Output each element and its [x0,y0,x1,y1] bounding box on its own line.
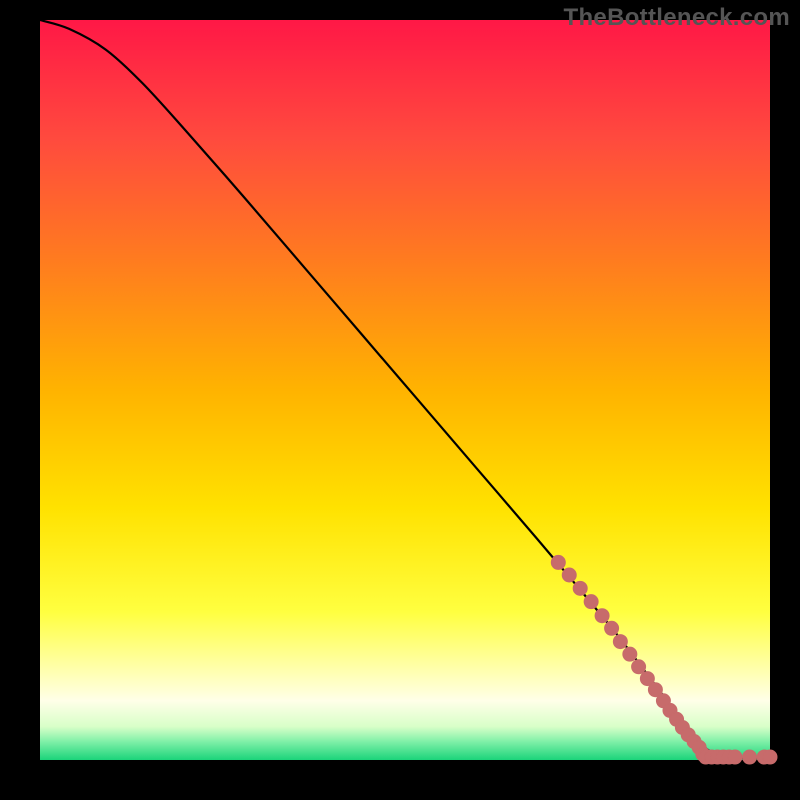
gradient-background [40,20,770,760]
watermark-label: TheBottleneck.com [564,4,790,32]
curve-marker [584,595,598,609]
curve-marker [763,750,777,764]
curve-marker [632,660,646,674]
curve-marker [573,581,587,595]
curve-marker [605,621,619,635]
curve-marker [623,647,637,661]
curve-marker [613,635,627,649]
curve-marker [562,568,576,582]
bottleneck-chart [0,0,800,800]
curve-marker [743,750,757,764]
curve-marker [728,750,742,764]
curve-marker [551,555,565,569]
curve-marker [595,609,609,623]
chart-stage: TheBottleneck.com [0,0,800,800]
